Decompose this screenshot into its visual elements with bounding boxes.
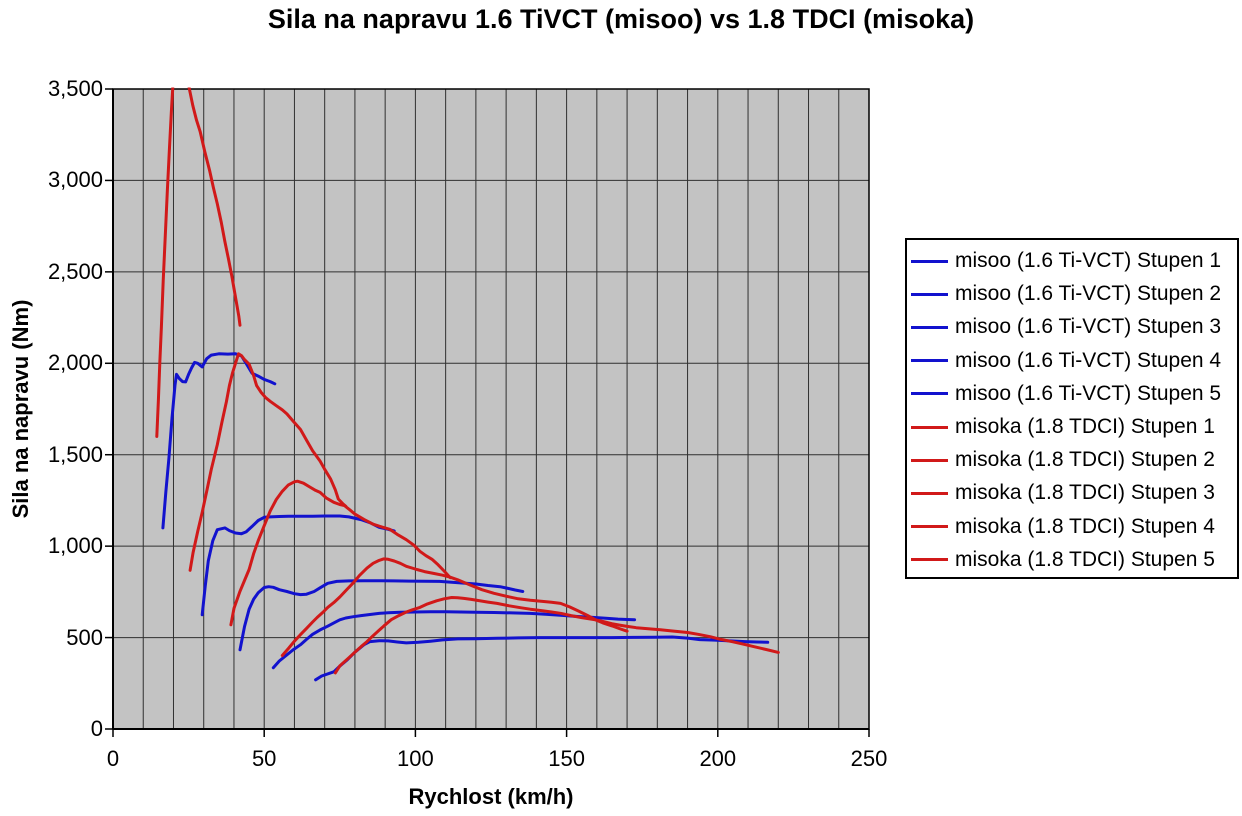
legend-item: misoo (1.6 Ti-VCT) Stupen 4 (911, 344, 1221, 377)
y-tick-label: 2,500 (47, 258, 103, 284)
x-axis-title: Rychlost (km/h) (408, 784, 574, 809)
legend: misoo (1.6 Ti-VCT) Stupen 1 misoo (1.6 Ti… (905, 238, 1239, 579)
y-tick-label: 1,500 (47, 441, 103, 467)
legend-label: misoo (1.6 Ti-VCT) Stupen 3 (955, 315, 1222, 339)
legend-line-sample (911, 491, 948, 495)
series-line (280, 557, 629, 657)
series-line (229, 479, 452, 627)
y-tick-label: 2,000 (47, 350, 103, 376)
y-tick-label: 1,000 (47, 533, 103, 559)
series-line (333, 596, 780, 675)
legend-line-sample (911, 425, 948, 429)
legend-item: misoka (1.8 TDCI) Stupen 4 (911, 510, 1215, 543)
legend-label: misoo (1.6 Ti-VCT) Stupen 5 (955, 381, 1222, 405)
x-tick-label: 0 (106, 746, 120, 771)
x-tick-label: 200 (699, 746, 737, 771)
legend-item: misoka (1.8 TDCI) Stupen 3 (911, 477, 1215, 510)
series-line (188, 352, 348, 572)
legend-label: misoo (1.6 Ti-VCT) Stupen 2 (955, 282, 1222, 306)
legend-label: misoka (1.8 TDCI) Stupen 1 (955, 415, 1215, 438)
legend-line-sample (911, 359, 948, 363)
legend-label: misoo (1.6 Ti-VCT) Stupen 4 (955, 348, 1222, 372)
y-tick-label: 3,500 (47, 76, 103, 101)
y-tick-label: 3,000 (47, 167, 103, 193)
x-tick-label: 250 (850, 746, 888, 771)
series-line (238, 579, 525, 652)
x-tick-label: 100 (397, 746, 434, 771)
legend-line-sample (911, 525, 948, 529)
legend-line-sample (911, 325, 948, 329)
legend-item: misoo (1.6 Ti-VCT) Stupen 2 (911, 278, 1221, 311)
x-tick-label: 150 (548, 746, 585, 771)
chart-title: Sila na napravu 1.6 TiVCT (misoo) vs 1.8… (267, 4, 975, 34)
legend-label: misoo (1.6 Ti-VCT) Stupen 1 (955, 249, 1222, 272)
legend-label: misoka (1.8 TDCI) Stupen 3 (955, 481, 1215, 505)
legend-line-sample (911, 558, 948, 562)
legend-line-sample (911, 458, 948, 462)
legend-label: misoka (1.8 TDCI) Stupen 5 (955, 547, 1215, 571)
legend-line-sample (911, 392, 948, 396)
y-tick-label: 0 (90, 716, 103, 741)
legend-item: misoka (1.8 TDCI) Stupen 2 (911, 444, 1215, 477)
legend-item: misoo (1.6 Ti-VCT) Stupen 5 (911, 377, 1221, 410)
legend-line-sample (911, 292, 948, 296)
legend-item: misoo (1.6 Ti-VCT) Stupen 3 (911, 311, 1221, 344)
series-line (155, 87, 242, 438)
plot-background (113, 89, 869, 729)
legend-item: misoka (1.8 TDCI) Stupen 1 (911, 411, 1215, 444)
legend-item: misoo (1.6 Ti-VCT) Stupen 1 (911, 245, 1221, 278)
legend-item: misoka (1.8 TDCI) Stupen 5 (911, 543, 1215, 576)
x-tick-label: 50 (251, 746, 277, 771)
legend-label: misoka (1.8 TDCI) Stupen 2 (955, 448, 1215, 472)
legend-label: misoka (1.8 TDCI) Stupen 4 (955, 514, 1215, 538)
legend-line-sample (911, 259, 948, 263)
y-tick-label: 500 (66, 624, 103, 650)
